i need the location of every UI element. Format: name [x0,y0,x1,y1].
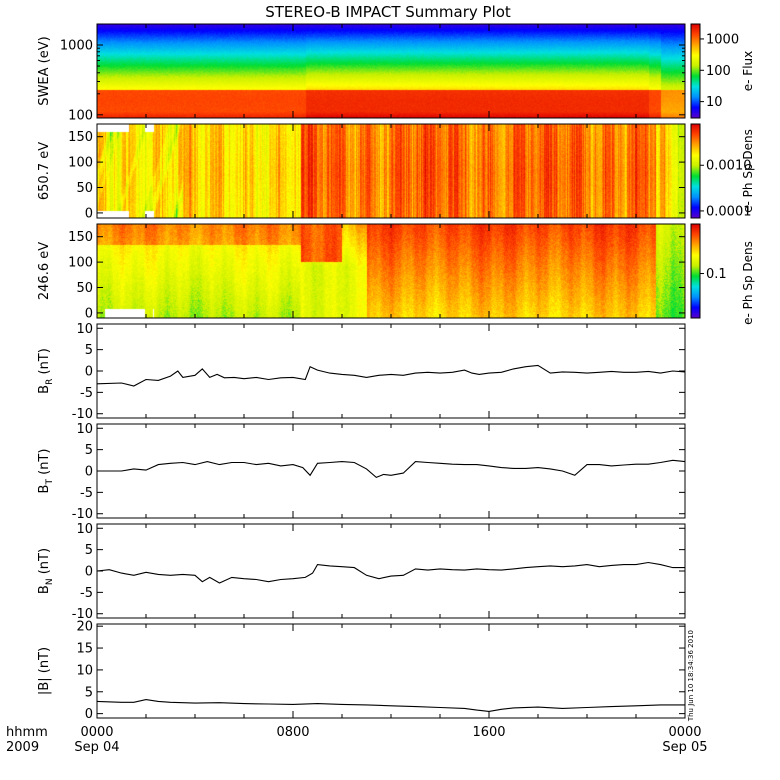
panel-frame [96,423,686,519]
spectrogram-image [97,24,685,118]
x-tick-label: 1600 [472,725,505,740]
y-tick-label: 1000 [60,39,93,54]
series-line [96,364,686,387]
colorbar-tick-label: 100 [706,64,731,79]
y-axis-label: BN (nT) [37,548,55,594]
colorbar-tick-label: 1000 [706,32,739,47]
y-axis-label: BT (nT) [37,449,55,494]
x-tick-label: 0000 [668,725,701,740]
x-tick-label: 0800 [276,725,309,740]
y-axis-label: 650.7 eV [37,142,52,200]
x-tick-label: 0000 [80,725,113,740]
y-tick-label: 150 [68,130,93,145]
colorbar-label: e- Ph Sp Dens [741,241,755,325]
y-tick-label: 0 [85,206,93,221]
y-tick-label: 50 [76,281,93,296]
colorbar-label: e- Flux [741,51,755,91]
y-tick-label: 0 [85,365,93,380]
y-tick-label: 0 [85,707,93,722]
y-tick-label: -10 [72,607,93,622]
x-tick-date-label: Sep 04 [74,740,119,755]
y-tick-label: 10 [76,522,93,537]
y-tick-label: -5 [80,586,93,601]
y-tick-label: 100 [68,256,93,271]
panel-frame [96,623,686,719]
y-tick-label: 0 [85,465,93,480]
y-tick-label: -10 [72,407,93,422]
year-label: 2009 [6,740,39,755]
y-axis-label: BR (nT) [37,348,55,394]
y-axis-label: 246.6 eV [37,242,52,300]
y-tick-label: 5 [85,685,93,700]
y-tick-label: -5 [80,486,93,501]
y-tick-label: -5 [80,386,93,401]
y-tick-label: 10 [76,663,93,678]
series-line [97,459,686,479]
y-tick-label: 20 [76,620,93,635]
hhmm-label: hhmm [6,725,48,740]
y-tick-label: -10 [72,507,93,522]
y-tick-label: 100 [68,108,93,123]
colorbar-label: e- Ph Sp Dens [741,129,755,213]
y-tick-label: 10 [76,422,93,437]
colorbar-tick-label: 0.0001 [706,204,752,219]
colorbar-tick-label: 0.0010 [706,159,752,174]
y-tick-label: 0 [85,306,93,321]
x-tick-date-label: Sep 05 [662,740,707,755]
colorbar-tick-label: 0.1 [706,267,727,282]
y-tick-label: 5 [85,343,93,358]
y-tick-label: 150 [68,230,93,245]
creation-timestamp: Thu Jun 10 18:34:36 2010 [687,630,695,722]
y-tick-label: 5 [85,443,93,458]
series-line [96,561,685,584]
y-tick-label: 100 [68,156,93,171]
y-axis-label: SWEA (eV) [37,36,52,105]
panel-frame [96,323,686,419]
colorbar [690,123,701,219]
spectrogram-image [97,124,685,218]
plot-title: STEREO-B IMPACT Summary Plot [265,3,511,21]
spectrogram-image [97,224,685,318]
y-tick-label: 0 [85,565,93,580]
series-line [96,699,685,712]
y-tick-label: 50 [76,181,93,196]
y-tick-label: 5 [85,543,93,558]
y-axis-label: |B| (nT) [37,647,52,695]
colorbar [690,223,701,319]
colorbar-tick-label: 10 [706,95,723,110]
colorbar [690,23,701,119]
y-tick-label: 10 [76,322,93,337]
panel-frame [96,523,686,619]
y-tick-label: 15 [76,642,93,657]
